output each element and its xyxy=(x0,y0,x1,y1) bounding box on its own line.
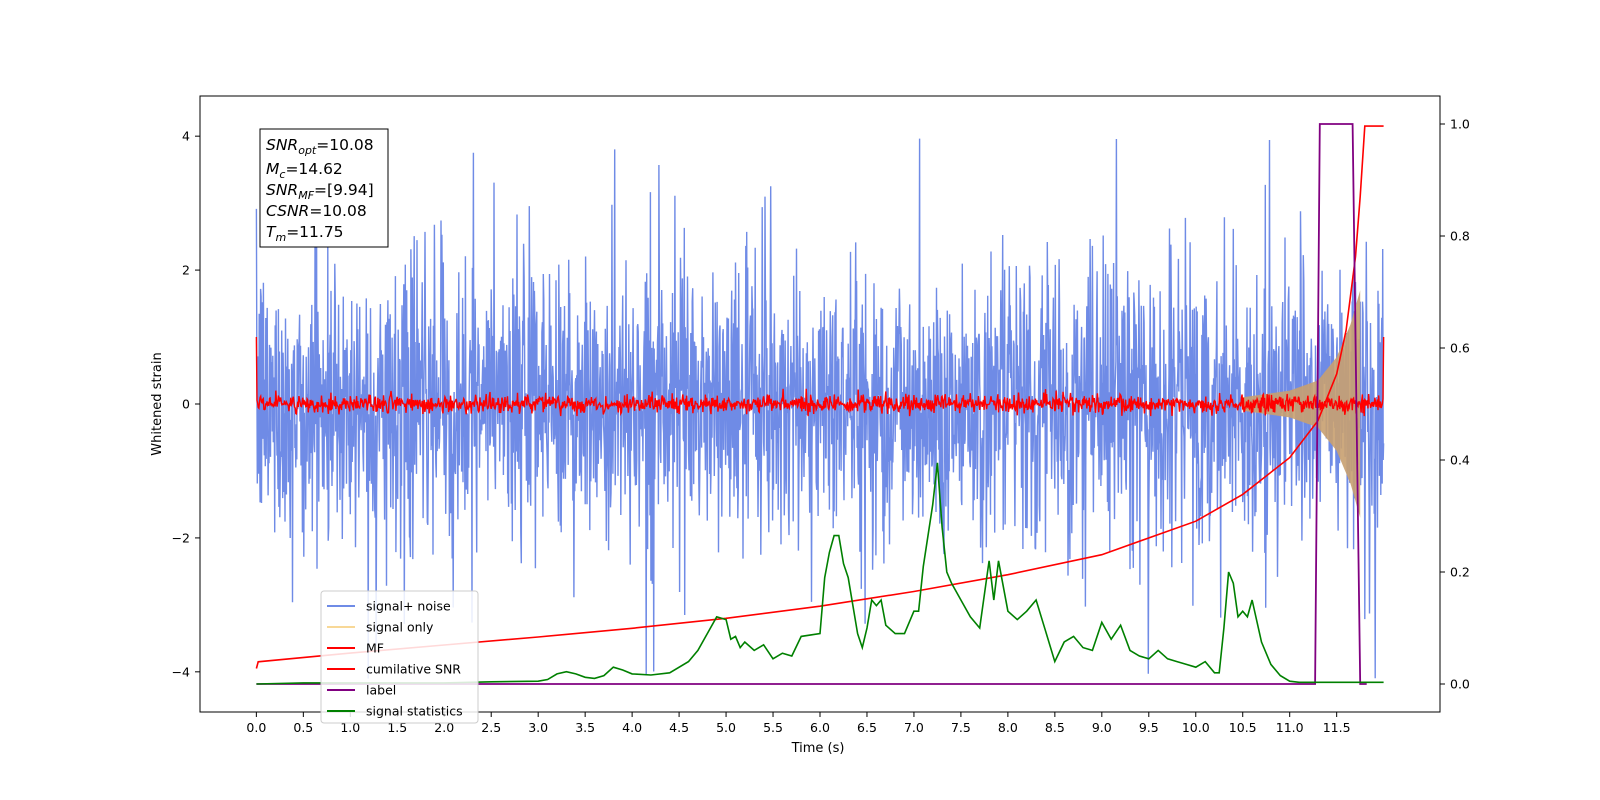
y-left-tick-label: 4 xyxy=(182,129,190,144)
y-left-tick-label: −2 xyxy=(172,530,190,545)
annotation-tm: Tm=11.75 xyxy=(266,223,344,244)
x-tick-label: 4.5 xyxy=(669,720,689,735)
x-tick-label: 2.0 xyxy=(434,720,454,735)
x-tick-label: 5.5 xyxy=(763,720,783,735)
x-tick-label: 6.5 xyxy=(857,720,877,735)
legend-label: MF xyxy=(366,641,384,656)
x-tick-label: 0.5 xyxy=(293,720,313,735)
x-tick-label: 3.5 xyxy=(575,720,595,735)
x-tick-label: 0.0 xyxy=(246,720,266,735)
mf-line xyxy=(255,337,1385,417)
x-tick-label: 11.0 xyxy=(1276,720,1304,735)
y-left-tick-label: −4 xyxy=(172,664,190,679)
x-axis: 0.0 0.5 1.0 1.5 2.0 2.5 3.0 3.5 4.0 4.5 5.0 5.5 6.0 6… xyxy=(246,712,1351,735)
y-right-tick-label: 0.8 xyxy=(1450,229,1470,244)
x-tick-label: 9.0 xyxy=(1092,720,1112,735)
annotation-snr-mf: SNRMF=[9.94] xyxy=(266,181,374,202)
legend-label: label xyxy=(366,683,396,698)
y-left-tick-label: 0 xyxy=(182,397,190,412)
series-label xyxy=(256,123,1367,685)
y-axis-label: Whitened strain xyxy=(150,352,165,455)
x-tick-label: 2.5 xyxy=(481,720,501,735)
x-tick-label: 10.5 xyxy=(1229,720,1257,735)
legend-label: signal+ noise xyxy=(366,599,451,614)
legend: signal+ noise signal only MF cumilative SNR… xyxy=(320,590,479,724)
label-line xyxy=(256,123,1367,685)
signal-statistics-line xyxy=(256,462,1384,685)
x-tick-label: 3.0 xyxy=(528,720,548,735)
legend-label: signal only xyxy=(366,620,434,635)
x-tick-label: 11.5 xyxy=(1323,720,1351,735)
legend-label: signal statistics xyxy=(366,704,463,719)
annotation-mc: Mc=14.62 xyxy=(266,160,343,181)
x-tick-label: 1.0 xyxy=(340,720,360,735)
series-signal-statistics xyxy=(256,462,1384,685)
series-signal-noise xyxy=(255,137,1385,679)
y-right-tick-label: 1.0 xyxy=(1450,117,1470,132)
x-tick-label: 7.0 xyxy=(904,720,924,735)
signal-noise-line xyxy=(255,137,1385,679)
x-tick-label: 4.0 xyxy=(622,720,642,735)
x-tick-label: 5.0 xyxy=(716,720,736,735)
x-tick-label: 8.0 xyxy=(998,720,1018,735)
annotation-csnr: CSNR=10.08 xyxy=(266,202,367,220)
y-right-tick-label: 0.0 xyxy=(1450,677,1470,692)
annotation-box: SNRopt=10.08 Mc=14.62 SNRMF=[9.94] CSNR=… xyxy=(259,128,389,248)
x-tick-label: 8.5 xyxy=(1045,720,1065,735)
x-tick-label: 6.0 xyxy=(810,720,830,735)
x-axis-label: Time (s) xyxy=(791,741,845,756)
legend-label: cumilative SNR xyxy=(366,662,461,677)
x-tick-label: 7.5 xyxy=(951,720,971,735)
annotation-snr-opt: SNRopt=10.08 xyxy=(266,136,374,157)
y-axis-left: 4 2 0 −2 −4 xyxy=(172,129,200,679)
y-right-tick-label: 0.6 xyxy=(1450,341,1470,356)
x-tick-label: 1.5 xyxy=(387,720,407,735)
x-tick-label: 9.5 xyxy=(1139,720,1159,735)
y-right-tick-label: 0.4 xyxy=(1450,453,1470,468)
y-right-tick-label: 0.2 xyxy=(1450,565,1470,580)
y-axis-right: 1.0 0.8 0.6 0.4 0.2 0.0 xyxy=(1440,117,1470,692)
series-mf xyxy=(255,337,1385,417)
x-tick-label: 10.0 xyxy=(1182,720,1210,735)
y-left-tick-label: 2 xyxy=(182,263,190,278)
